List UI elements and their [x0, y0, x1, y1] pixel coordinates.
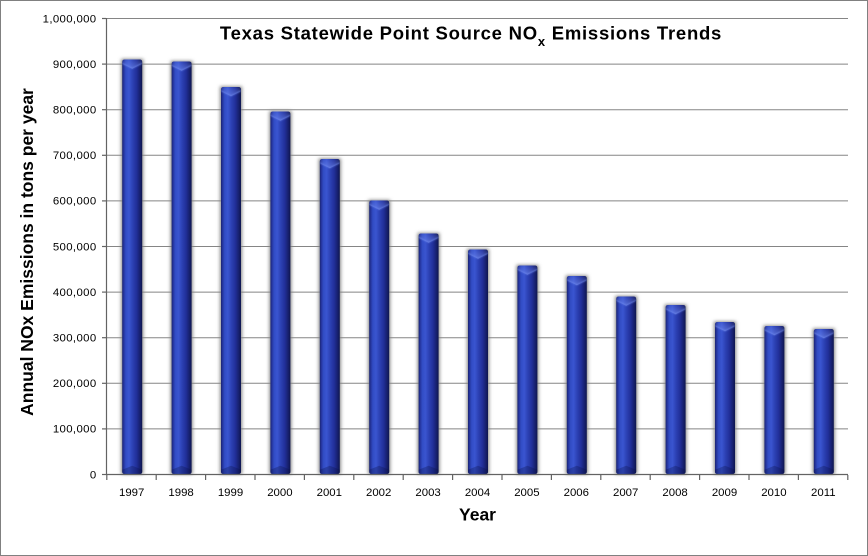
- svg-text:0: 0: [90, 469, 97, 481]
- svg-text:2007: 2007: [613, 487, 638, 499]
- svg-text:2005: 2005: [514, 487, 539, 499]
- svg-text:2008: 2008: [662, 487, 687, 499]
- svg-text:900,000: 900,000: [53, 59, 97, 71]
- svg-text:2009: 2009: [712, 487, 737, 499]
- svg-text:Year: Year: [459, 505, 496, 525]
- svg-text:100,000: 100,000: [53, 424, 97, 436]
- svg-text:1997: 1997: [119, 487, 144, 499]
- svg-text:2006: 2006: [564, 487, 589, 499]
- svg-text:2001: 2001: [317, 487, 342, 499]
- svg-text:800,000: 800,000: [53, 105, 97, 117]
- svg-text:2011: 2011: [811, 487, 836, 499]
- svg-text:1,000,000: 1,000,000: [43, 13, 97, 25]
- svg-text:300,000: 300,000: [53, 333, 97, 345]
- svg-text:700,000: 700,000: [53, 150, 97, 162]
- svg-text:200,000: 200,000: [53, 378, 97, 390]
- svg-text:2003: 2003: [415, 487, 440, 499]
- svg-text:600,000: 600,000: [53, 196, 97, 208]
- svg-text:400,000: 400,000: [53, 287, 97, 299]
- svg-text:Annual NOx Emissions in tons p: Annual NOx Emissions in tons per year: [17, 88, 37, 416]
- svg-text:1999: 1999: [218, 487, 243, 499]
- svg-text:2004: 2004: [465, 487, 490, 499]
- svg-text:2010: 2010: [761, 487, 786, 499]
- svg-text:500,000: 500,000: [53, 241, 97, 253]
- svg-text:2002: 2002: [366, 487, 391, 499]
- svg-text:2000: 2000: [267, 487, 292, 499]
- svg-text:1998: 1998: [168, 487, 193, 499]
